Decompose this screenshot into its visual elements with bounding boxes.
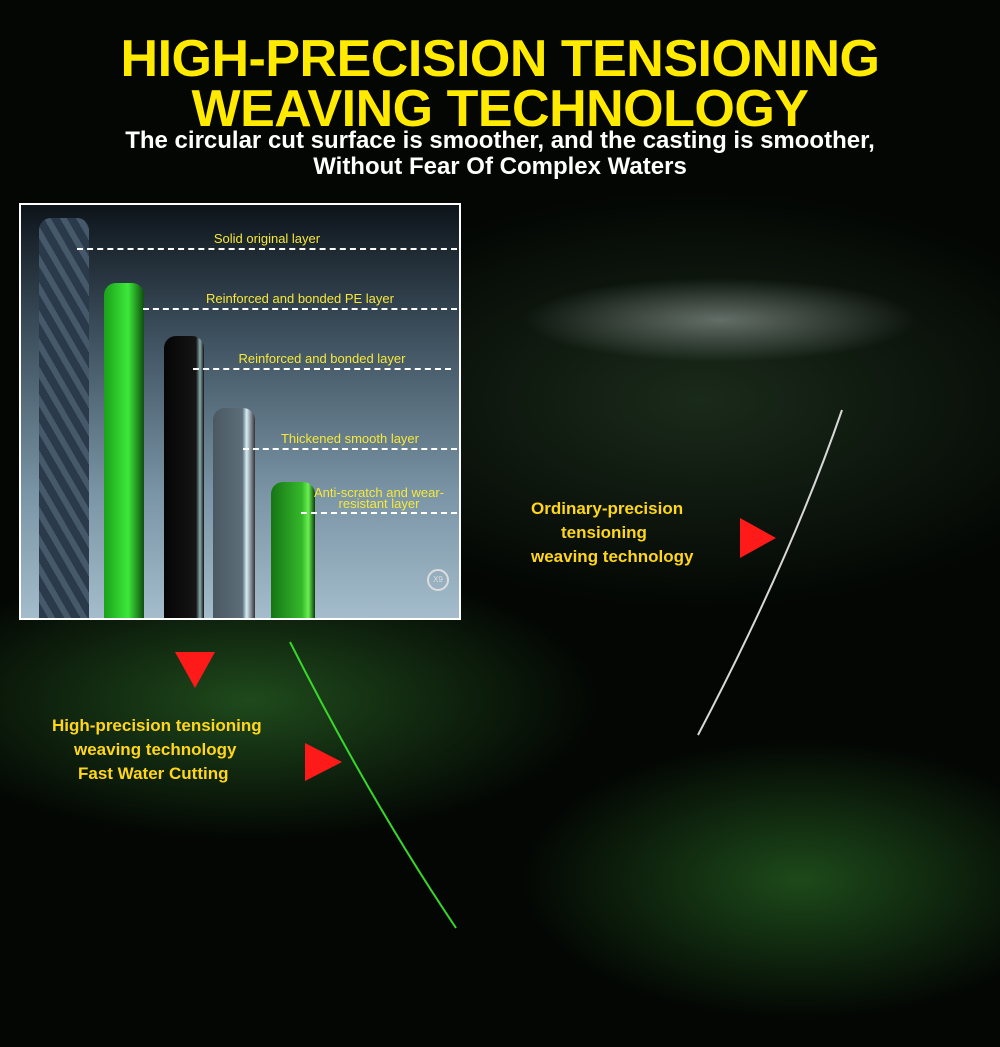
caption-line: weaving technology	[74, 740, 237, 759]
rod-outer-green	[271, 482, 315, 618]
arrow-down-icon	[175, 652, 215, 688]
rod-braided	[39, 218, 89, 618]
subtitle: The circular cut surface is smoother, an…	[0, 128, 1000, 180]
arrow-right-icon	[305, 743, 342, 781]
layer-label: Solid original layer	[77, 232, 457, 250]
page-title: HIGH-PRECISION TENSIONING WEAVING TECHNOL…	[0, 30, 1000, 138]
x9-badge: X9	[427, 569, 449, 591]
subtitle-line-1: The circular cut surface is smoother, an…	[125, 127, 875, 154]
caption-line: High-precision tensioning	[52, 716, 262, 735]
layer-label: Anti-scratch and wear-resistant layer	[301, 486, 457, 514]
layer-label: Reinforced and bonded layer	[193, 352, 451, 370]
caption-line: Ordinary-precision	[531, 499, 684, 518]
layer-label: Reinforced and bonded PE layer	[143, 292, 457, 310]
ordinary-line	[697, 409, 843, 736]
caption-line: Fast Water Cutting	[78, 764, 229, 783]
rod-pe-green	[104, 283, 144, 618]
rod-black	[164, 336, 204, 618]
title-line-2: WEAVING TECHNOLOGY	[191, 80, 809, 138]
ordinary-caption: Ordinary-precision tensioning weaving te…	[531, 497, 693, 569]
arrow-right-icon	[740, 518, 776, 558]
water-splash	[460, 260, 1000, 440]
subtitle-line-2: Without Fear Of Complex Waters	[313, 153, 687, 180]
title-line-1: HIGH-PRECISION TENSIONING	[120, 30, 880, 88]
high-precision-caption: High-precision tensioning weaving techno…	[52, 714, 262, 786]
rod-grey	[213, 408, 255, 618]
caption-line: tensioning	[561, 523, 647, 542]
caption-line: weaving technology	[531, 547, 694, 566]
layer-diagram: Solid original layer Reinforced and bond…	[19, 203, 461, 620]
layer-label: Thickened smooth layer	[243, 432, 457, 450]
high-precision-line	[289, 641, 457, 929]
